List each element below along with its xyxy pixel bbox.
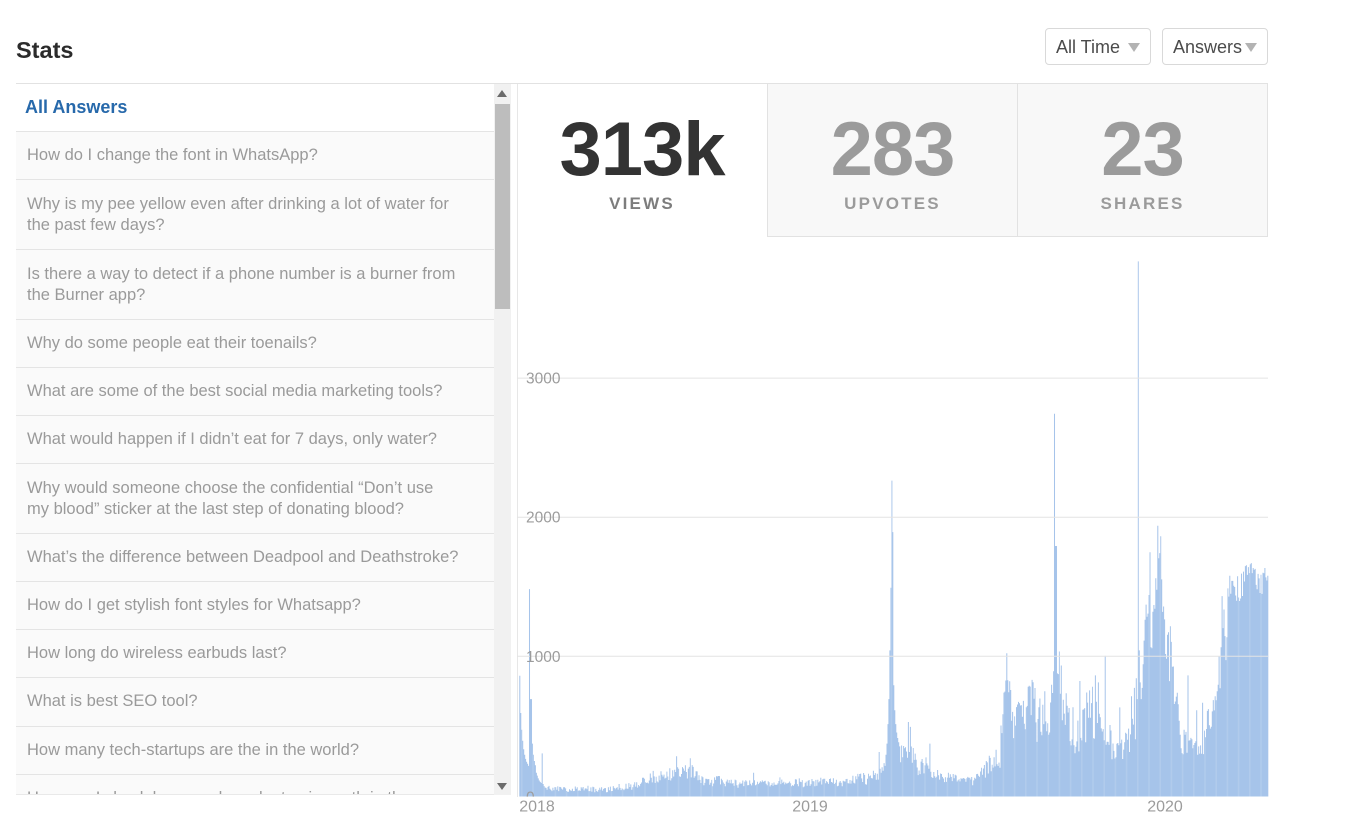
svg-text:2019: 2019 bbox=[792, 799, 828, 816]
svg-text:2018: 2018 bbox=[519, 799, 555, 816]
svg-text:1000: 1000 bbox=[526, 649, 561, 666]
svg-text:2020: 2020 bbox=[1147, 799, 1183, 816]
svg-text:3000: 3000 bbox=[526, 371, 561, 388]
svg-text:2000: 2000 bbox=[526, 510, 561, 527]
svg-text:0: 0 bbox=[526, 789, 535, 806]
